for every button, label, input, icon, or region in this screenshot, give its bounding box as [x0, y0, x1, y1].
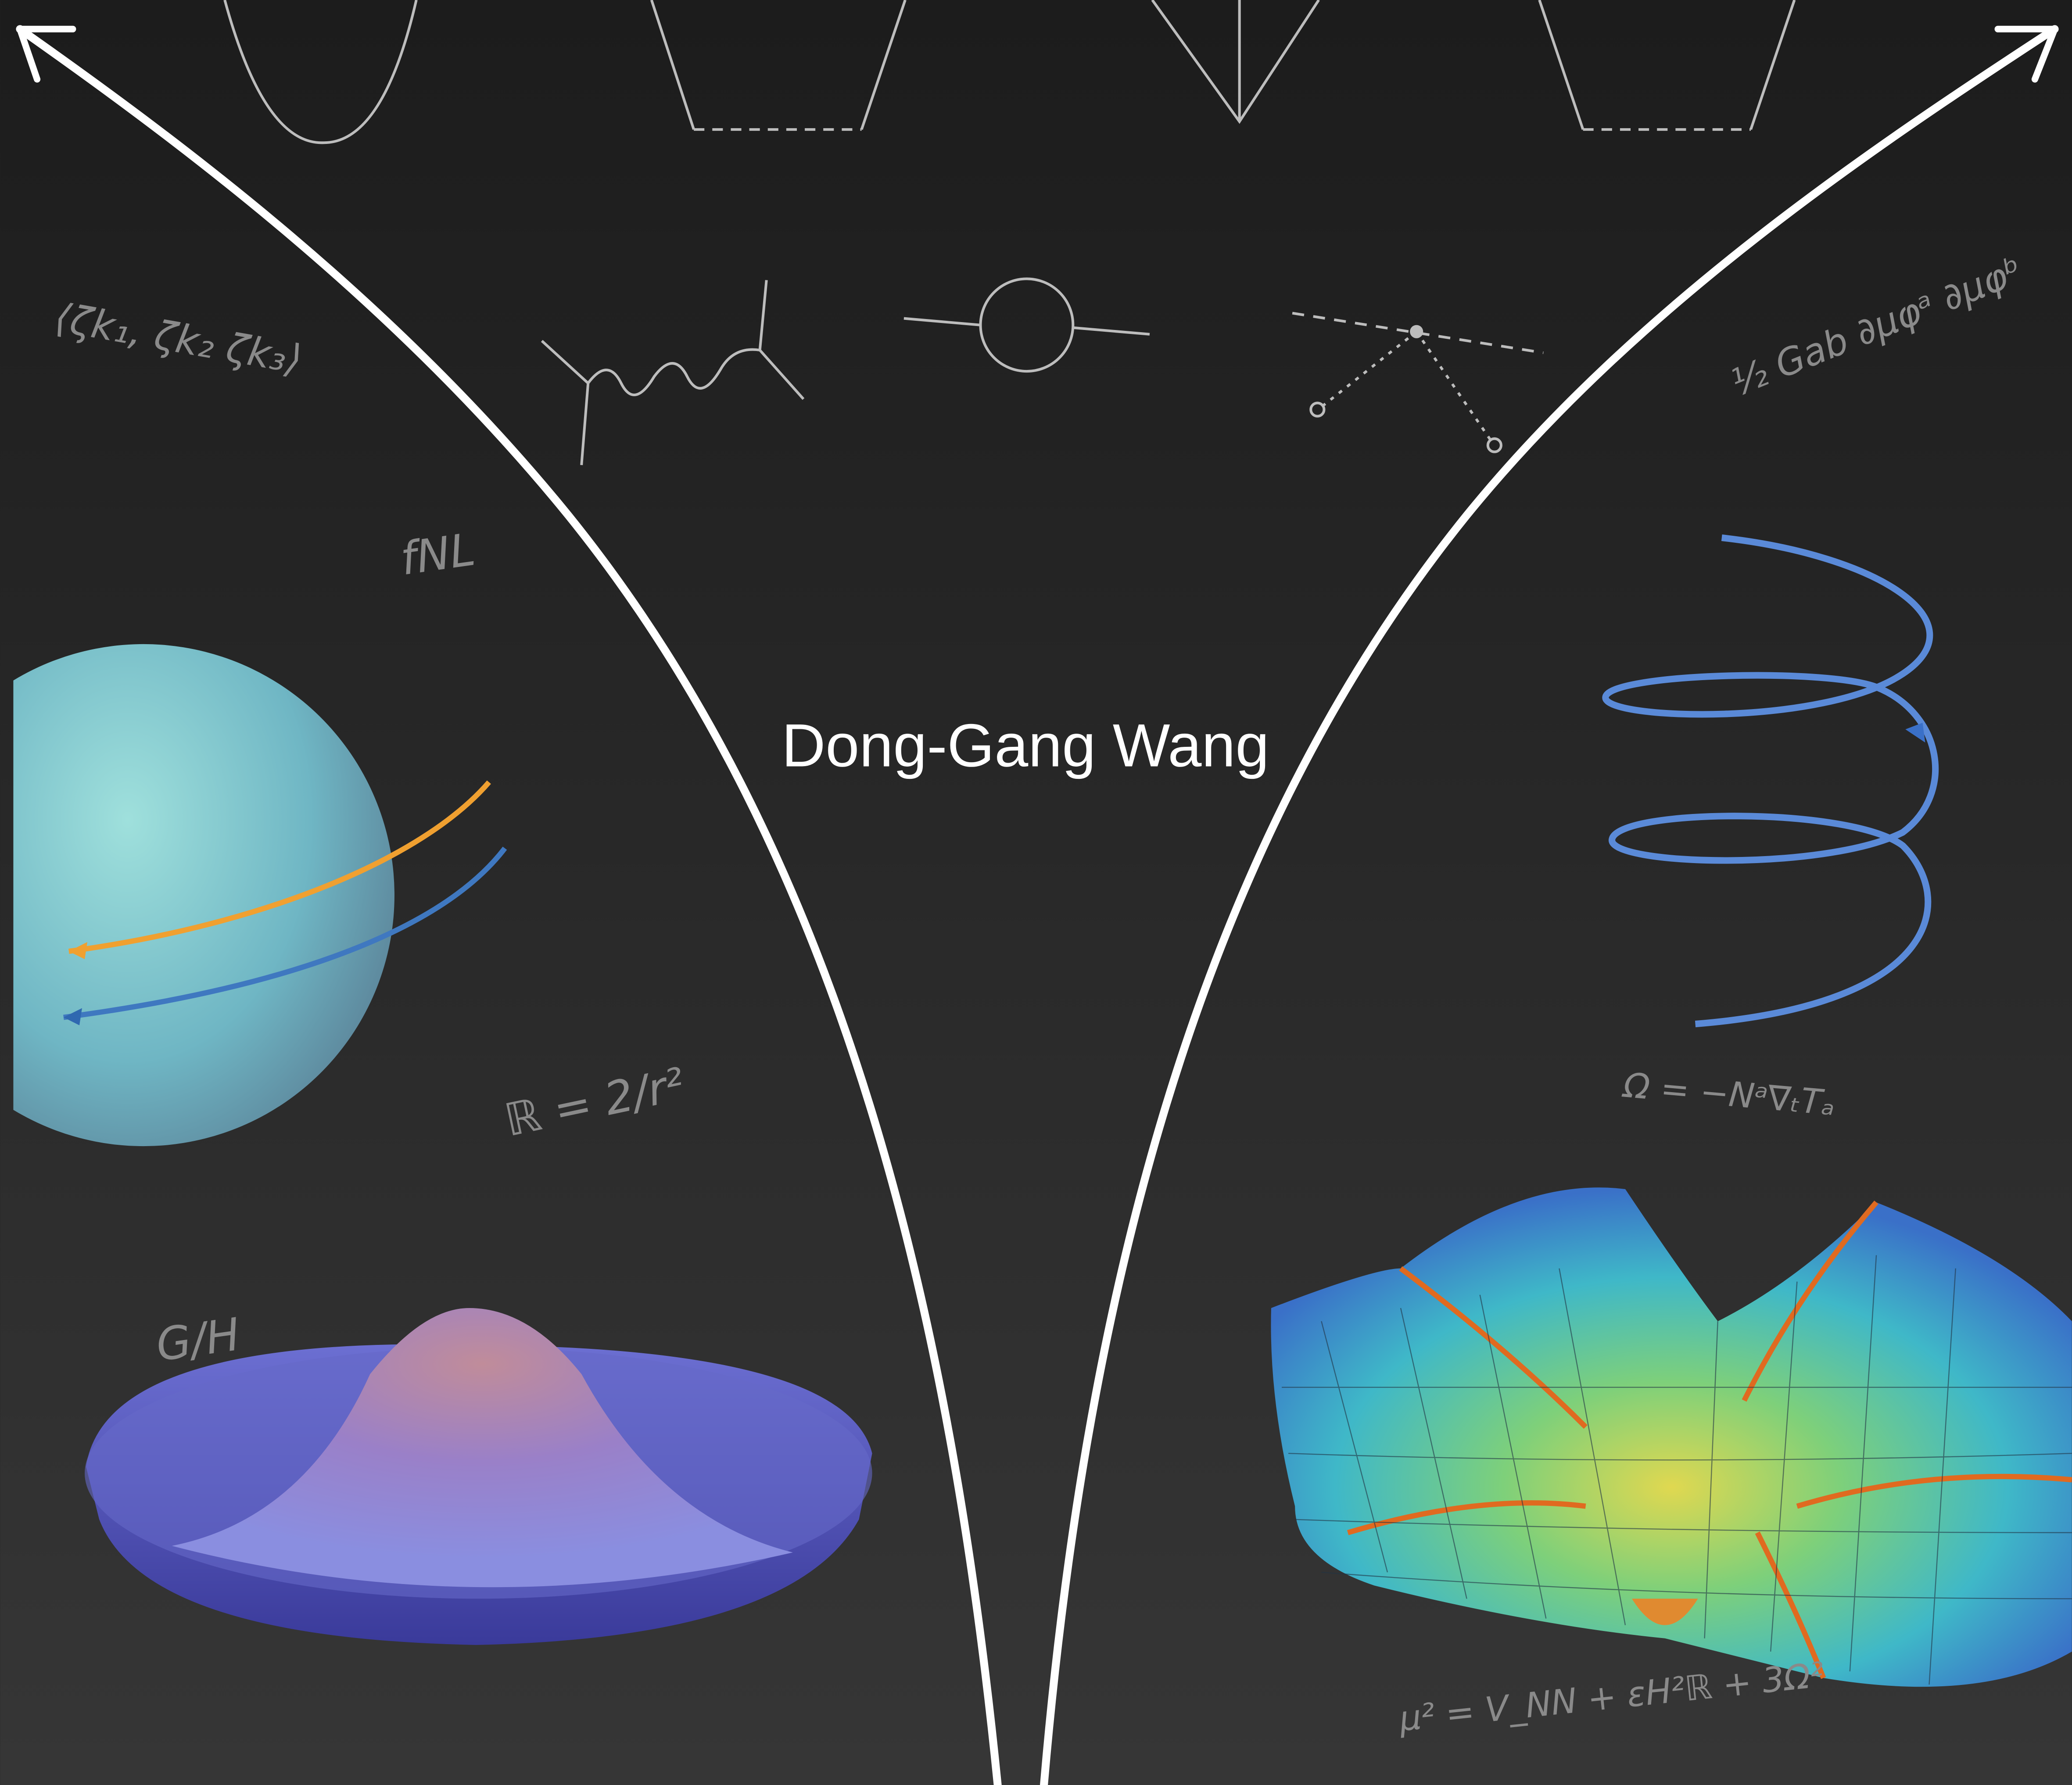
left-arrow — [16, 25, 1002, 1785]
author-name: Dong-Gang Wang — [781, 712, 1269, 779]
sphere — [13, 644, 507, 1147]
right-arrow — [1040, 25, 2059, 1785]
mexican-hat — [85, 1308, 872, 1645]
helix-arrowhead — [1905, 723, 1925, 743]
coset: G/H — [153, 1308, 243, 1372]
helix — [1602, 534, 1939, 1028]
potential-surface — [1271, 1187, 2072, 1687]
fnl: fNL — [398, 523, 479, 585]
left-arrowhead — [16, 25, 76, 83]
top-diagrams — [223, 0, 1796, 144]
right-arrowhead — [1994, 25, 2058, 83]
feynman-diagrams — [541, 277, 1544, 466]
